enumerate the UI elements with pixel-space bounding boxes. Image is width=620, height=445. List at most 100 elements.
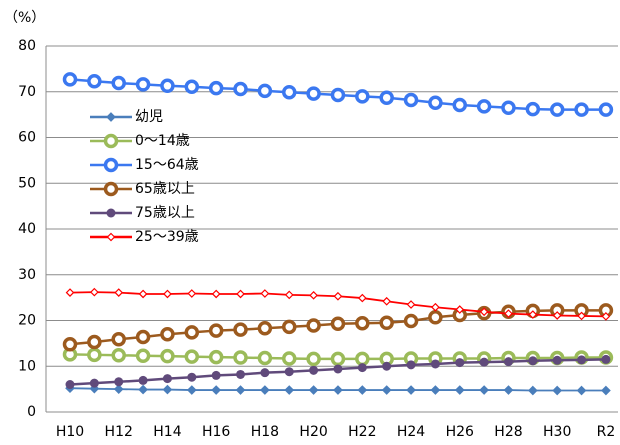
- x-tick-label: H22: [348, 424, 376, 440]
- marker: [309, 365, 319, 375]
- marker: [577, 311, 586, 321]
- marker: [111, 348, 126, 363]
- marker: [382, 296, 392, 306]
- x-tick-label: H30: [543, 424, 571, 440]
- marker: [379, 315, 394, 331]
- marker: [503, 385, 514, 395]
- marker: [601, 312, 611, 321]
- marker: [233, 350, 248, 365]
- marker: [527, 385, 538, 396]
- x-tick-label: H14: [153, 424, 181, 440]
- y-tick-label: 80: [18, 38, 36, 54]
- marker: [113, 384, 124, 394]
- legend-label: 15～64歳: [135, 157, 199, 173]
- marker: [479, 307, 489, 317]
- marker: [90, 287, 99, 297]
- x-tick-label: H26: [446, 424, 474, 440]
- marker: [381, 385, 392, 395]
- marker: [114, 288, 124, 297]
- marker: [106, 208, 116, 218]
- marker: [87, 334, 102, 350]
- marker: [89, 378, 99, 388]
- marker: [162, 374, 172, 384]
- marker: [330, 87, 346, 103]
- x-tick-label: R2: [597, 424, 616, 440]
- marker: [454, 385, 465, 395]
- marker: [208, 80, 224, 96]
- y-tick-label: 30: [18, 267, 36, 283]
- marker: [103, 181, 119, 197]
- x-tick-label: H20: [299, 424, 327, 440]
- marker: [379, 90, 394, 105]
- marker: [114, 377, 124, 387]
- marker: [111, 332, 126, 347]
- marker: [306, 318, 321, 333]
- marker: [528, 310, 538, 319]
- marker: [476, 99, 492, 114]
- marker: [260, 289, 270, 298]
- marker: [138, 289, 148, 299]
- y-tick-label: 60: [18, 130, 36, 146]
- marker: [208, 349, 224, 365]
- marker: [504, 309, 513, 318]
- marker: [309, 290, 318, 300]
- marker: [577, 355, 587, 365]
- marker: [281, 319, 297, 335]
- marker: [211, 385, 222, 395]
- marker: [598, 102, 614, 117]
- marker: [501, 100, 516, 116]
- marker: [403, 313, 419, 329]
- marker: [87, 347, 102, 363]
- marker: [430, 385, 441, 395]
- marker: [528, 356, 538, 366]
- marker: [525, 101, 541, 117]
- marker: [135, 348, 151, 363]
- marker: [135, 329, 151, 345]
- marker: [160, 326, 175, 342]
- legend-entry: 0～14歳: [90, 133, 190, 149]
- marker: [452, 97, 468, 113]
- marker: [403, 92, 419, 108]
- marker: [281, 84, 297, 100]
- marker: [281, 351, 297, 366]
- legend-entry: 幼児: [90, 109, 163, 125]
- y-axis-label: （%）: [4, 10, 45, 26]
- marker: [233, 322, 248, 337]
- marker: [552, 385, 563, 396]
- marker: [236, 369, 246, 379]
- marker: [306, 86, 321, 101]
- marker: [428, 95, 443, 110]
- marker: [333, 291, 343, 301]
- marker: [135, 77, 151, 92]
- marker: [552, 355, 562, 365]
- legend-entry: 15～64歳: [90, 157, 199, 173]
- y-tick-label: 10: [18, 358, 36, 374]
- marker: [357, 385, 368, 395]
- marker: [65, 288, 75, 297]
- marker: [184, 79, 200, 94]
- marker: [103, 157, 119, 173]
- marker: [106, 232, 116, 242]
- y-tick-label: 70: [18, 84, 36, 100]
- marker: [357, 363, 367, 373]
- marker: [455, 358, 465, 368]
- marker: [355, 315, 370, 331]
- marker: [479, 385, 489, 395]
- marker: [601, 385, 611, 396]
- marker: [103, 133, 119, 149]
- marker: [162, 384, 173, 395]
- marker: [284, 367, 294, 377]
- marker: [428, 310, 443, 325]
- marker: [211, 370, 221, 380]
- marker: [186, 385, 197, 395]
- marker: [260, 368, 270, 378]
- marker: [62, 337, 78, 352]
- marker: [357, 293, 367, 303]
- marker: [138, 375, 148, 385]
- marker: [330, 316, 346, 331]
- marker: [330, 351, 346, 367]
- x-tick-label: H28: [494, 424, 522, 440]
- legend-label: 75歳以上: [135, 205, 195, 221]
- x-tick-label: H16: [202, 424, 230, 440]
